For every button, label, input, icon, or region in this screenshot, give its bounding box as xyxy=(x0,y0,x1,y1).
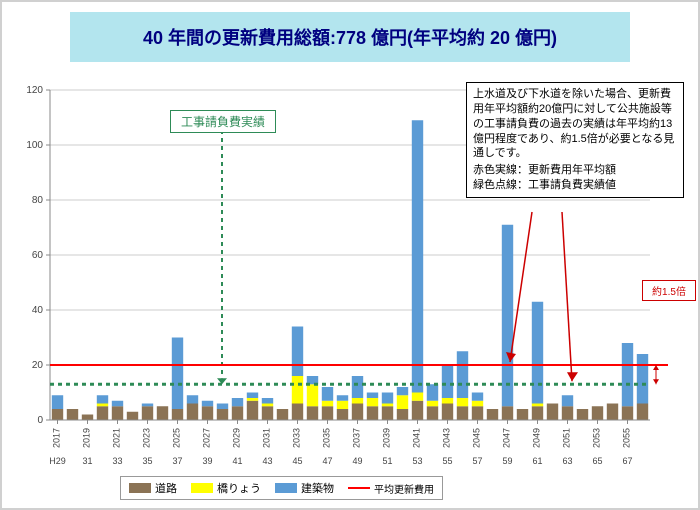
svg-text:57: 57 xyxy=(472,456,482,466)
svg-text:47: 47 xyxy=(322,456,332,466)
svg-text:2023: 2023 xyxy=(142,428,152,448)
svg-text:2051: 2051 xyxy=(562,428,572,448)
svg-text:45: 45 xyxy=(292,456,302,466)
legend-bridge: 橋りょう xyxy=(191,480,261,496)
svg-text:53: 53 xyxy=(412,456,422,466)
svg-text:33: 33 xyxy=(112,456,122,466)
legend-avg-label: 平均更新費用 xyxy=(374,481,434,496)
ratio-text: 約1.5倍 xyxy=(652,287,686,298)
legend: 道路 橋りょう 建築物 平均更新費用 xyxy=(120,476,443,500)
svg-text:39: 39 xyxy=(202,456,212,466)
ratio-callout: 約1.5倍 xyxy=(642,280,696,301)
svg-text:49: 49 xyxy=(352,456,362,466)
legend-bridge-label: 橋りょう xyxy=(217,480,261,496)
annotation-greenline: 緑色点線：工事請負費実績値 xyxy=(473,178,677,193)
annotation-redline: 赤色実線：更新費用年平均額 xyxy=(473,163,677,178)
svg-text:2053: 2053 xyxy=(592,428,602,448)
svg-text:35: 35 xyxy=(142,456,152,466)
svg-text:2019: 2019 xyxy=(82,428,92,448)
swatch-road xyxy=(129,483,151,493)
svg-text:2039: 2039 xyxy=(382,428,392,448)
annotation-body: 上水道及び下水道を除いた場合、更新費用年平均額約20億円に対して公共施設等の工事… xyxy=(473,87,677,161)
svg-text:59: 59 xyxy=(502,456,512,466)
svg-text:2027: 2027 xyxy=(202,428,212,448)
title-text: 40 年間の更新費用総額:778 億円(年平均約 20 億円) xyxy=(143,24,557,50)
svg-text:2021: 2021 xyxy=(112,428,122,448)
svg-text:41: 41 xyxy=(232,456,242,466)
svg-text:2031: 2031 xyxy=(262,428,272,448)
svg-text:2017: 2017 xyxy=(52,428,62,448)
svg-text:65: 65 xyxy=(592,456,602,466)
svg-text:2049: 2049 xyxy=(532,428,542,448)
svg-text:37: 37 xyxy=(172,456,182,466)
svg-text:63: 63 xyxy=(562,456,572,466)
svg-text:43: 43 xyxy=(262,456,272,466)
report-panel: 40 年間の更新費用総額:778 億円(年平均約 20 億円) 工事請負費実績 … xyxy=(0,0,700,510)
legend-building-label: 建築物 xyxy=(301,480,334,496)
svg-text:H29: H29 xyxy=(49,456,66,466)
actual-cost-label-box: 工事請負費実績 xyxy=(170,110,276,133)
svg-text:2035: 2035 xyxy=(322,428,332,448)
legend-road-label: 道路 xyxy=(155,480,177,496)
svg-text:51: 51 xyxy=(382,456,392,466)
svg-text:120: 120 xyxy=(26,85,43,96)
svg-text:2045: 2045 xyxy=(472,428,482,448)
svg-text:31: 31 xyxy=(82,456,92,466)
svg-text:2037: 2037 xyxy=(352,428,362,448)
svg-text:2033: 2033 xyxy=(292,428,302,448)
legend-avg: 平均更新費用 xyxy=(348,481,434,496)
swatch-avg-line xyxy=(348,487,370,489)
svg-text:2041: 2041 xyxy=(412,428,422,448)
swatch-bridge xyxy=(191,483,213,493)
title-banner: 40 年間の更新費用総額:778 億円(年平均約 20 億円) xyxy=(70,12,630,62)
svg-text:100: 100 xyxy=(26,140,43,151)
swatch-building xyxy=(275,483,297,493)
svg-text:2055: 2055 xyxy=(622,428,632,448)
svg-text:61: 61 xyxy=(532,456,542,466)
svg-text:20: 20 xyxy=(32,360,44,371)
svg-text:2025: 2025 xyxy=(172,428,182,448)
annotation-box: 上水道及び下水道を除いた場合、更新費用年平均額約20億円に対して公共施設等の工事… xyxy=(466,82,684,198)
svg-text:0: 0 xyxy=(37,415,43,426)
svg-text:67: 67 xyxy=(622,456,632,466)
svg-text:80: 80 xyxy=(32,195,44,206)
svg-text:2047: 2047 xyxy=(502,428,512,448)
svg-text:40: 40 xyxy=(32,305,44,316)
legend-building: 建築物 xyxy=(275,480,334,496)
legend-road: 道路 xyxy=(129,480,177,496)
svg-text:2029: 2029 xyxy=(232,428,242,448)
svg-text:2043: 2043 xyxy=(442,428,452,448)
svg-text:60: 60 xyxy=(32,250,44,261)
svg-text:55: 55 xyxy=(442,456,452,466)
actual-cost-label: 工事請負費実績 xyxy=(181,115,265,129)
